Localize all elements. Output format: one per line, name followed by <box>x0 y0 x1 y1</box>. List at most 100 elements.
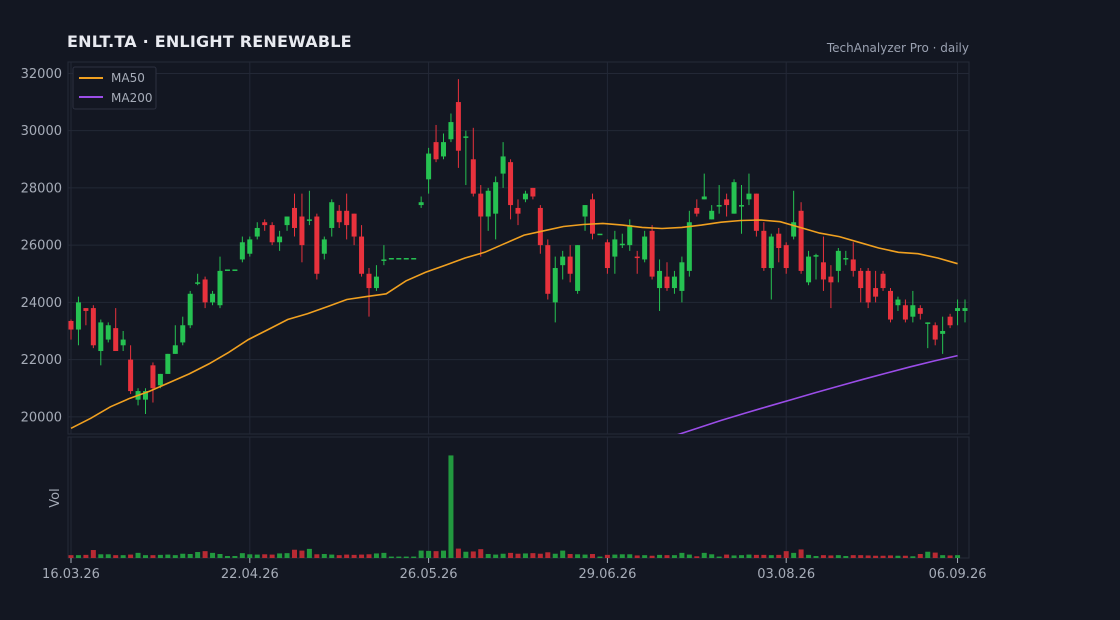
candle <box>277 230 283 251</box>
candle <box>269 222 275 246</box>
candle-body <box>679 262 685 291</box>
candle-body <box>910 305 916 317</box>
volume-bar <box>813 556 819 558</box>
candle <box>731 179 737 214</box>
volume-bar <box>485 554 491 558</box>
candle-body <box>701 196 707 200</box>
candle <box>761 222 767 271</box>
candle <box>239 236 245 263</box>
candle <box>351 213 357 246</box>
volume-bar <box>373 553 379 558</box>
volume-bar <box>590 554 595 558</box>
volume-bar <box>388 556 394 558</box>
candle <box>597 233 603 236</box>
candle-body <box>373 276 379 289</box>
candle-body <box>381 259 387 261</box>
candle-body <box>746 193 752 200</box>
candle <box>560 250 566 280</box>
candle-body <box>515 207 521 214</box>
candle <box>590 193 595 240</box>
legend-label-ma200: MA200 <box>111 91 152 105</box>
volume-bar <box>515 553 521 558</box>
volume-bar <box>150 555 156 558</box>
candle-body <box>858 270 864 289</box>
candle-body <box>597 233 603 236</box>
candle <box>604 239 610 274</box>
volume-bar <box>157 554 163 558</box>
candle-body <box>508 162 514 206</box>
candle <box>321 236 327 260</box>
candle <box>880 270 886 291</box>
candle <box>120 330 126 352</box>
y-tick-label: 26000 <box>21 239 62 254</box>
candle <box>344 193 350 240</box>
candle-body <box>329 202 335 228</box>
volume-bar <box>664 555 670 558</box>
volume-bar <box>202 551 208 558</box>
volume-bar <box>634 555 640 558</box>
candle-body <box>657 270 663 289</box>
volume-bar <box>224 556 230 558</box>
candle <box>187 290 193 329</box>
candle <box>575 245 581 294</box>
volume-bar <box>403 556 409 558</box>
x-tick-label: 29.06.26 <box>578 567 636 582</box>
candle-body <box>917 308 923 314</box>
volume-bar <box>619 554 625 558</box>
candle-body <box>753 193 759 231</box>
candle <box>776 227 782 263</box>
candle <box>329 199 335 237</box>
candle-body <box>947 316 953 326</box>
candle-body <box>90 308 96 346</box>
volume-bar <box>612 554 618 558</box>
candle-body <box>172 345 178 354</box>
volume-bar <box>284 553 290 558</box>
candle-body <box>493 182 499 214</box>
candle-body <box>820 262 826 280</box>
y-tick-label: 32000 <box>21 67 62 82</box>
volume-axis-label: Vol <box>48 488 63 507</box>
candle <box>493 176 499 240</box>
candle <box>441 133 446 160</box>
candle-body <box>902 305 908 320</box>
candle <box>925 322 931 349</box>
candle <box>932 322 938 346</box>
volume-bar <box>68 555 74 558</box>
x-tick-label: 26.05.26 <box>400 567 458 582</box>
candle <box>642 230 648 263</box>
candle <box>888 288 893 323</box>
candle-body <box>83 308 89 311</box>
candle <box>128 345 134 394</box>
candle <box>612 230 618 274</box>
volume-bar <box>433 551 439 558</box>
volume-bar <box>537 553 543 558</box>
volume-bar <box>686 554 692 558</box>
candle <box>381 245 387 266</box>
candle-body <box>210 293 216 303</box>
candle <box>582 205 588 231</box>
candle <box>396 258 402 260</box>
candle-body <box>224 269 230 271</box>
candles <box>68 79 968 414</box>
candle <box>210 290 216 306</box>
candle <box>910 290 916 323</box>
candle <box>508 159 514 220</box>
candle-body <box>239 242 245 260</box>
candle-body <box>195 282 201 284</box>
candle-body <box>850 259 856 271</box>
volume-bar <box>806 554 812 558</box>
candle-body <box>895 299 901 306</box>
candle <box>709 205 715 220</box>
candle-body <box>463 136 469 138</box>
volume-bar <box>306 548 312 558</box>
y-tick-label: 30000 <box>21 124 62 139</box>
candle-body <box>873 288 879 297</box>
candle <box>180 316 186 346</box>
candle <box>791 190 797 240</box>
y-axis: 20000 22000 24000 26000 28000 30000 32000 <box>21 67 62 425</box>
candle <box>388 258 394 260</box>
volume-bar <box>739 555 744 558</box>
candle <box>98 319 104 366</box>
candle-body <box>105 325 111 340</box>
